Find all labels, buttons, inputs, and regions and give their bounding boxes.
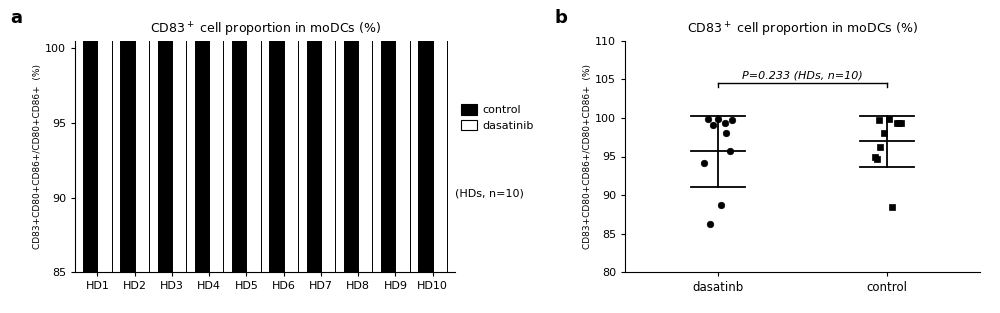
Bar	[321, 0, 335, 272]
Bar	[209, 0, 223, 272]
Bar	[246, 0, 261, 272]
Point	[705, 122, 721, 127]
Point	[881, 116, 897, 121]
Y-axis label: CD83+CD80+CD86+/CD80+CD86+  (%): CD83+CD80+CD86+/CD80+CD86+ (%)	[583, 64, 592, 249]
Bar	[284, 0, 298, 272]
Point	[876, 130, 892, 135]
Point	[718, 131, 734, 136]
Bar	[418, 0, 433, 272]
Bar	[232, 0, 246, 272]
Point	[700, 117, 716, 122]
Point	[869, 156, 885, 161]
Point	[702, 221, 718, 226]
Bar	[269, 0, 284, 272]
Y-axis label: CD83+CD80+CD86+/CD80+CD86+  (%): CD83+CD80+CD86+/CD80+CD86+ (%)	[33, 64, 42, 249]
Title: CD83$^+$ cell proportion in moDCs (%): CD83$^+$ cell proportion in moDCs (%)	[150, 21, 380, 39]
Bar	[358, 0, 372, 272]
Bar	[344, 0, 358, 272]
Point	[713, 203, 729, 208]
Text: a: a	[10, 9, 22, 28]
Bar	[135, 0, 149, 272]
Bar	[395, 0, 410, 272]
Bar	[97, 0, 112, 272]
Bar	[158, 0, 172, 272]
Text: (HDs, n=10): (HDs, n=10)	[455, 188, 524, 198]
Point	[696, 160, 712, 165]
Bar	[381, 0, 395, 272]
Bar	[433, 0, 447, 272]
Bar	[120, 0, 135, 272]
Point	[872, 145, 888, 150]
Title: CD83$^+$ cell proportion in moDCs (%): CD83$^+$ cell proportion in moDCs (%)	[687, 21, 918, 39]
Bar	[172, 0, 186, 272]
Point	[884, 204, 900, 209]
Point	[867, 155, 883, 160]
Point	[893, 120, 909, 125]
Point	[871, 118, 887, 123]
Text: b: b	[555, 9, 568, 28]
Point	[889, 121, 905, 126]
Legend: control, dasatinib: control, dasatinib	[461, 104, 534, 131]
Bar	[195, 0, 209, 272]
Point	[722, 149, 738, 154]
Bar	[307, 0, 321, 272]
Text: P=0.233 (HDs, n=10): P=0.233 (HDs, n=10)	[742, 71, 863, 81]
Point	[724, 118, 740, 123]
Point	[891, 121, 907, 126]
Point	[717, 121, 733, 126]
Point	[710, 116, 726, 121]
Bar	[83, 0, 97, 272]
